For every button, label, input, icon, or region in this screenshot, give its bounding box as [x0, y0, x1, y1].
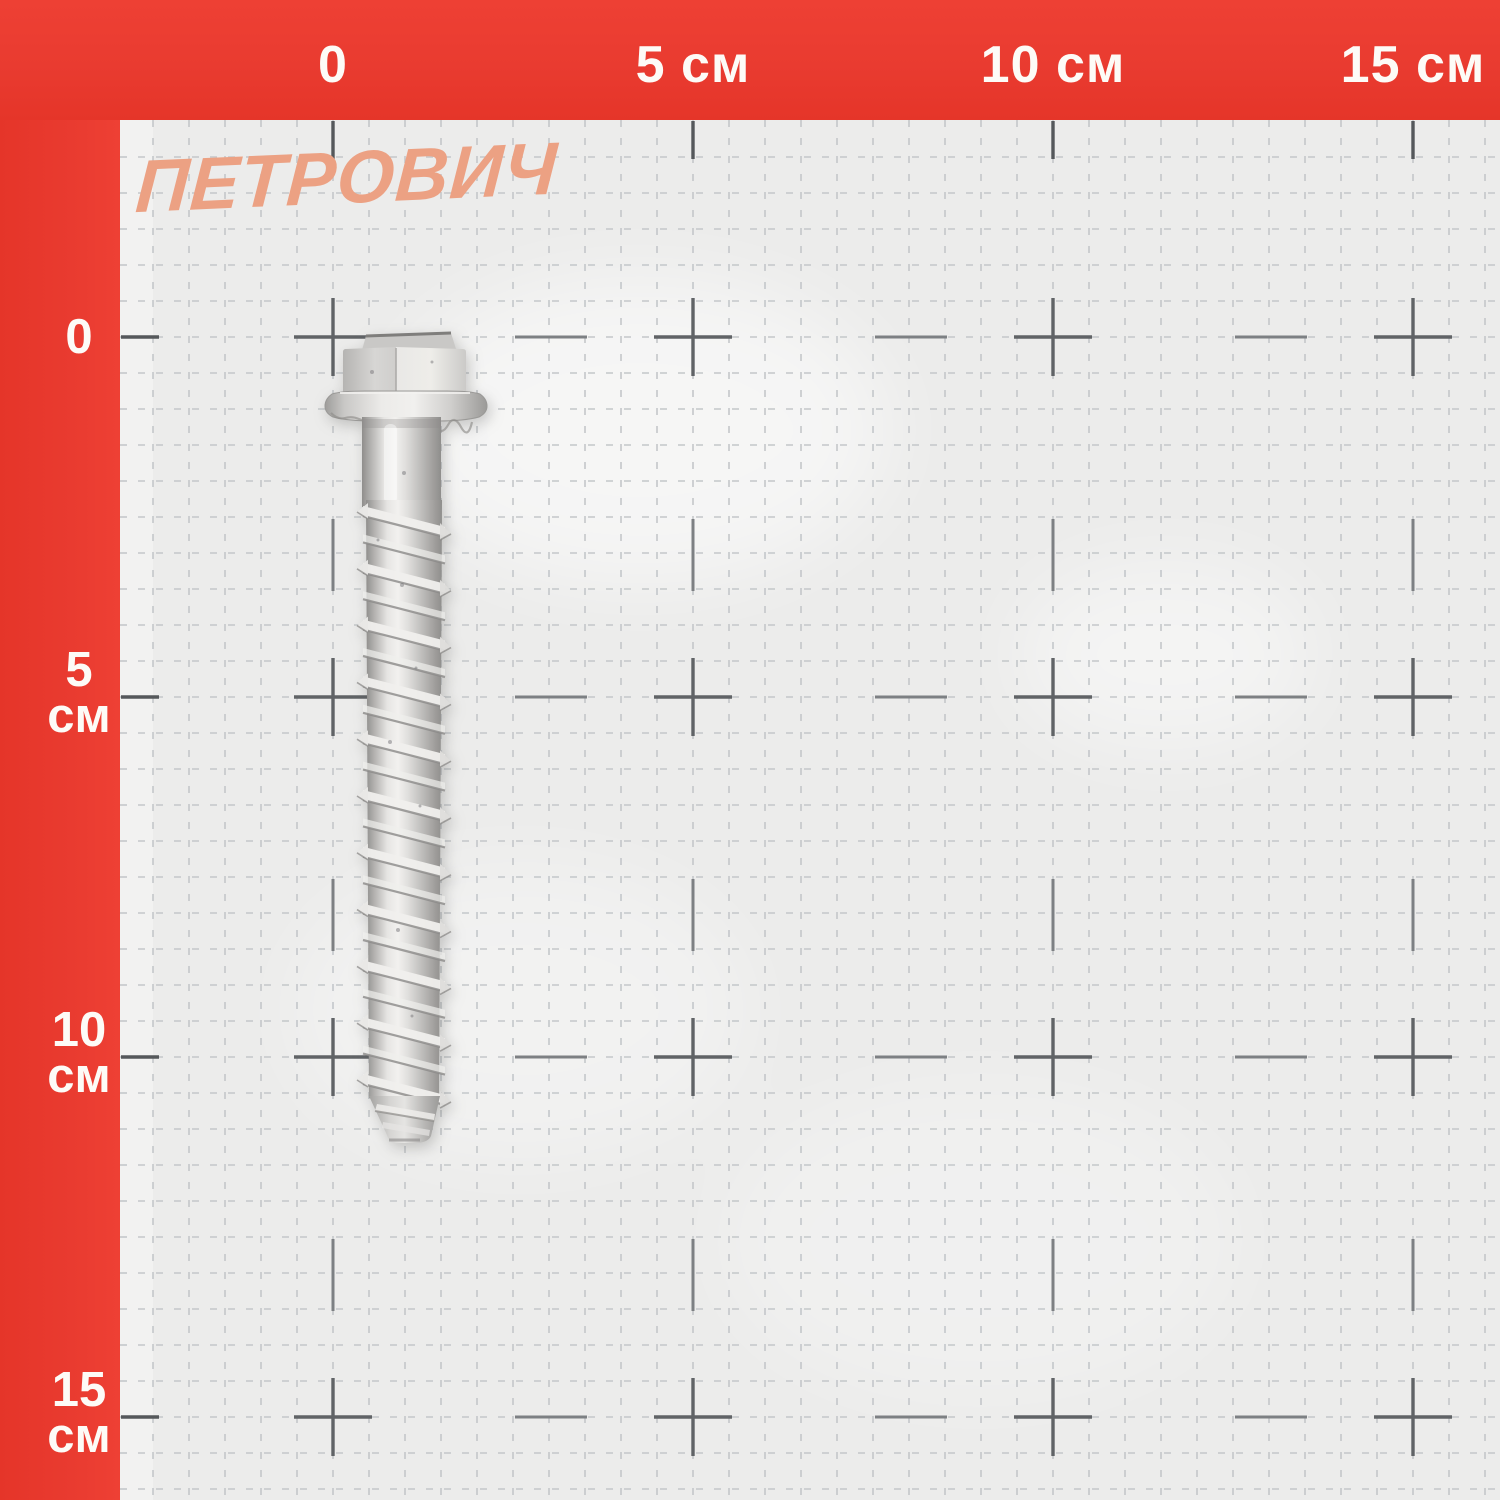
ruler-label-left-0: 0 [65, 310, 93, 364]
ruler-label-left-5-unit: см [47, 689, 111, 743]
ruler-label-left-10-unit: см [47, 1049, 111, 1103]
ruler-label-top-5cm: 5 см [635, 36, 751, 94]
ruler-label-left-15-unit: см [47, 1409, 111, 1463]
measurement-grid [120, 120, 1500, 1500]
grid-minor-lines [120, 120, 1500, 1500]
ruler-label-left-5-num: 5 [65, 643, 93, 697]
paper-edge-strip [120, 120, 153, 1500]
ruler-band-left: 0 5 см 10 см 15 см [0, 120, 120, 1500]
ruler-label-top-15cm: 15 см [1340, 36, 1486, 94]
ruler-label-left-15cm: 15 см [47, 1363, 111, 1463]
ruler-label-left-5cm: 5 см [47, 643, 111, 743]
paper-light-patches [290, 275, 1315, 1400]
ruler-label-top-10cm: 10 см [980, 36, 1126, 94]
ruler-label-left-15-num: 15 [51, 1363, 107, 1417]
grid-major-marks [121, 121, 1452, 1456]
ruler-label-left-10cm: 10 см [47, 1003, 111, 1103]
ruler-label-top-0: 0 [318, 36, 348, 94]
ruler-band-top: 0 5 см 10 см 15 см [0, 0, 1500, 120]
ruler-label-left-10-num: 10 [51, 1003, 107, 1057]
ruler-label-left-0-num: 0 [65, 310, 93, 364]
